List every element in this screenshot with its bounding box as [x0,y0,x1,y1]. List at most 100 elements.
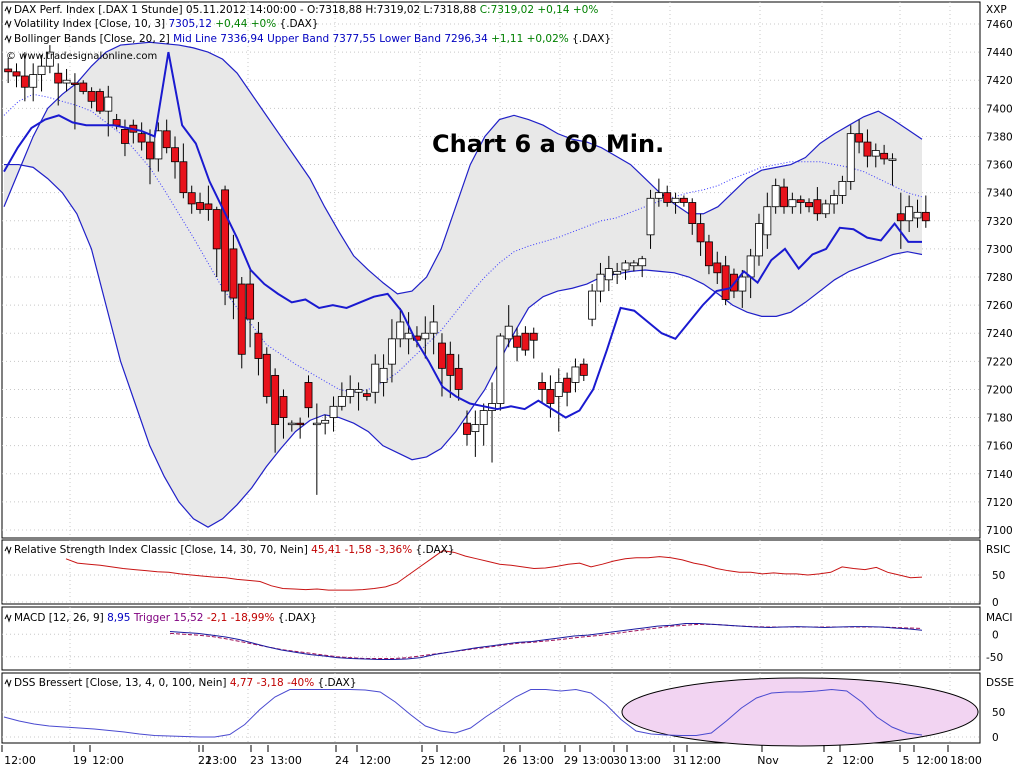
candle [95,88,104,114]
candle [704,234,713,275]
x-tick-label: 12:00 [4,754,36,767]
candle [387,319,396,383]
candle [830,189,839,214]
candle [613,262,622,285]
candle [171,136,179,179]
candle [312,403,321,495]
candle [671,192,680,214]
candle [162,119,171,154]
candle [271,368,280,453]
candle [521,326,530,356]
legend-icon-2 [4,19,12,29]
candle [212,206,221,277]
copyright-text: © www.tradesignalonline.com [6,51,157,62]
candle [187,185,196,214]
macd-tick-label: -50 [986,652,1003,664]
candle [713,251,722,285]
x-tick-label: 12:00 [689,754,721,767]
candle-body [554,382,563,397]
dss-line [3,688,923,738]
candle-body [45,51,54,67]
candle [321,414,330,435]
candle [813,187,822,221]
candle-body [805,202,813,208]
candle-body [254,332,263,359]
candle [329,396,338,432]
x-tick-label: 24 [335,754,349,767]
x-tick-label: 12:00 [92,754,124,767]
legend-icon-1 [4,5,12,15]
candle [287,420,296,432]
candle-body [438,342,446,369]
x-tick-label: 13:00 [270,754,302,767]
candle [554,368,563,432]
candle [37,54,46,92]
candle [179,143,188,199]
candle [821,199,830,218]
candle-body [337,396,346,407]
candle-body [421,332,430,340]
candle-body [771,185,780,208]
candle-body [563,377,572,393]
candle [20,52,29,102]
candle-body [187,192,196,205]
candle-body [429,321,438,334]
candle [471,410,480,457]
dss-tick-label: 50 [992,707,1005,719]
candle [4,57,13,84]
x-tick-label: 23 [250,754,264,767]
candle-body [287,422,296,426]
candle-body [855,133,864,143]
candle-body [79,82,88,92]
candle [679,195,688,207]
candle [54,63,63,106]
candle-body [321,419,330,424]
candle-body [37,65,46,75]
price-tick-label: 7460 [986,19,1013,31]
price-tick-label: 7240 [986,328,1013,340]
volatility-index-line [3,51,922,419]
macd-panel [1,606,981,671]
candle-body [504,325,513,340]
price-tick-label: 7380 [986,131,1013,143]
candle-body [379,367,388,383]
candle-body [704,241,713,267]
candle-body [871,150,880,157]
price-layer [3,41,930,528]
rsi-legend: Relative Strength Index Classic [Close, … [14,544,455,556]
macd-axis-title: MACI [986,612,1013,624]
candle-body [20,75,29,88]
candle-body [221,189,230,292]
candle [738,269,747,308]
candle [146,129,154,185]
price-tick-label: 7100 [986,525,1013,537]
candle-body [471,424,480,433]
price-tick-label: 7280 [986,272,1013,284]
candle-body [454,367,463,390]
candle-body [196,202,204,210]
candle-body [29,74,38,88]
candle [121,119,129,157]
candle [805,198,813,213]
candle-body [863,141,872,157]
candle-body [529,332,538,341]
x-tick-label: 26 [503,754,517,767]
candle [763,192,772,249]
candle [921,195,930,228]
chart-annotation: Chart 6 a 60 Min. [432,130,664,158]
candle-body [237,283,246,355]
candle-body [679,197,688,203]
x-tick-label: Nov [757,754,779,767]
price-tick-label: 7400 [986,103,1013,115]
candle [638,255,647,277]
candle-body [12,71,21,77]
candle [563,372,572,407]
candle [446,341,455,398]
candle-body [463,422,471,435]
x-tick-label: 12:00 [916,754,948,767]
candle-body [896,213,905,222]
price-tick-label: 7320 [986,216,1013,228]
price-tick-label: 7200 [986,384,1013,396]
candle-body [146,141,154,160]
